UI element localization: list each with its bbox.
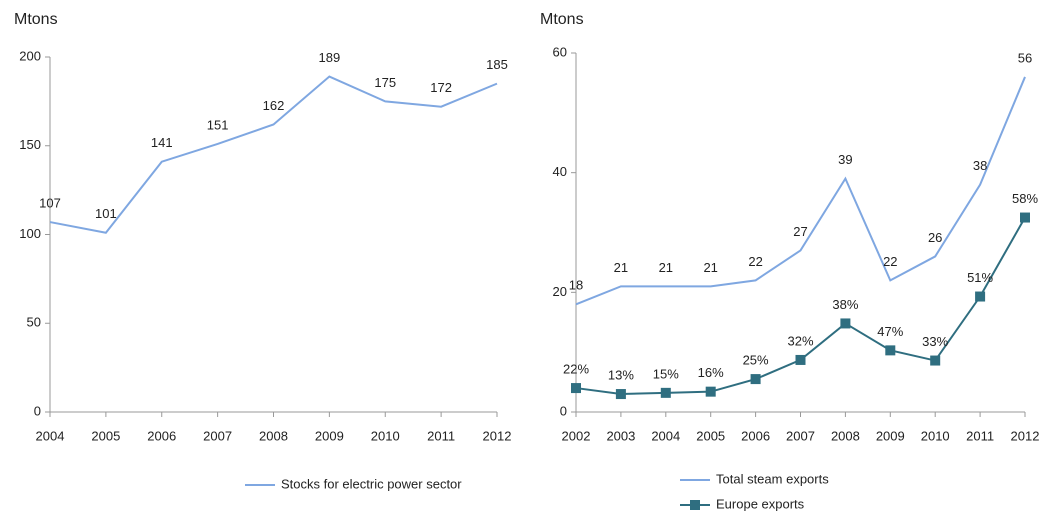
marker bbox=[705, 386, 716, 397]
data-label: 39 bbox=[838, 152, 852, 167]
marker bbox=[615, 389, 626, 400]
x-tick-label: 2008 bbox=[831, 428, 860, 443]
x-tick-label: 2002 bbox=[562, 428, 591, 443]
marker bbox=[975, 291, 986, 302]
point-label: 33% bbox=[922, 334, 948, 349]
x-tick-label: 2007 bbox=[203, 428, 232, 443]
x-tick-label: 2005 bbox=[91, 428, 120, 443]
marker bbox=[1020, 212, 1030, 223]
legend-label: Stocks for electric power sector bbox=[281, 476, 462, 491]
data-label: 189 bbox=[319, 50, 341, 65]
data-label: 172 bbox=[430, 80, 452, 95]
point-label: 25% bbox=[743, 353, 769, 368]
y-axis-label: Mtons bbox=[540, 11, 584, 28]
x-tick-label: 2003 bbox=[606, 428, 635, 443]
point-label: 47% bbox=[877, 324, 903, 339]
y-tick-label: 0 bbox=[560, 403, 567, 418]
marker bbox=[885, 345, 896, 356]
legend-marker bbox=[690, 500, 700, 510]
data-label: 107 bbox=[39, 196, 61, 211]
point-label: 58% bbox=[1012, 191, 1038, 206]
x-tick-label: 2011 bbox=[966, 428, 994, 443]
y-tick-label: 200 bbox=[19, 48, 41, 63]
x-tick-label: 2004 bbox=[36, 428, 65, 443]
series-line bbox=[575, 217, 1026, 396]
data-label: 22 bbox=[883, 254, 897, 269]
y-tick-label: 100 bbox=[19, 226, 41, 241]
y-tick-label: 40 bbox=[553, 164, 567, 179]
x-tick-label: 2005 bbox=[696, 428, 725, 443]
x-tick-label: 2004 bbox=[651, 428, 680, 443]
marker bbox=[930, 355, 941, 366]
point-label: 51% bbox=[967, 270, 993, 285]
legend-label: Europe exports bbox=[716, 496, 805, 511]
x-tick-label: 2012 bbox=[1011, 428, 1040, 443]
legend-label: Total steam exports bbox=[716, 471, 829, 486]
marker bbox=[795, 354, 806, 365]
data-label: 27 bbox=[793, 224, 807, 239]
marker bbox=[750, 374, 761, 385]
x-tick-label: 2012 bbox=[483, 428, 512, 443]
marker bbox=[840, 318, 851, 329]
data-label: 21 bbox=[659, 260, 673, 275]
y-tick-label: 50 bbox=[27, 315, 41, 330]
y-tick-label: 150 bbox=[19, 137, 41, 152]
series-line bbox=[575, 76, 1026, 306]
data-label: 101 bbox=[95, 206, 117, 221]
point-label: 16% bbox=[698, 365, 724, 380]
x-tick-label: 2010 bbox=[921, 428, 950, 443]
x-tick-label: 2007 bbox=[786, 428, 815, 443]
y-tick-label: 0 bbox=[34, 403, 41, 418]
data-label: 21 bbox=[614, 260, 628, 275]
point-label: 32% bbox=[787, 333, 813, 348]
x-tick-label: 2011 bbox=[427, 428, 455, 443]
x-tick-label: 2010 bbox=[371, 428, 400, 443]
point-label: 13% bbox=[608, 367, 634, 382]
x-tick-label: 2006 bbox=[741, 428, 770, 443]
series-line bbox=[49, 75, 498, 234]
data-label: 175 bbox=[374, 75, 396, 90]
data-label: 56 bbox=[1018, 50, 1032, 65]
data-label: 22 bbox=[748, 254, 762, 269]
data-label: 26 bbox=[928, 230, 942, 245]
y-tick-label: 20 bbox=[553, 284, 567, 299]
point-label: 22% bbox=[563, 362, 589, 377]
y-axis-label: Mtons bbox=[14, 11, 58, 28]
x-tick-label: 2008 bbox=[259, 428, 288, 443]
point-label: 38% bbox=[832, 297, 858, 312]
data-label: 185 bbox=[486, 57, 508, 72]
marker bbox=[660, 387, 671, 398]
data-label: 151 bbox=[207, 117, 229, 132]
x-tick-label: 2006 bbox=[147, 428, 176, 443]
data-label: 18 bbox=[569, 278, 583, 293]
x-tick-label: 2009 bbox=[876, 428, 905, 443]
y-tick-label: 60 bbox=[553, 44, 567, 59]
data-label: 21 bbox=[703, 260, 717, 275]
data-label: 162 bbox=[263, 98, 285, 113]
data-label: 141 bbox=[151, 135, 173, 150]
point-label: 15% bbox=[653, 366, 679, 381]
data-label: 38 bbox=[973, 158, 987, 173]
x-tick-label: 2009 bbox=[315, 428, 344, 443]
marker bbox=[571, 383, 581, 394]
